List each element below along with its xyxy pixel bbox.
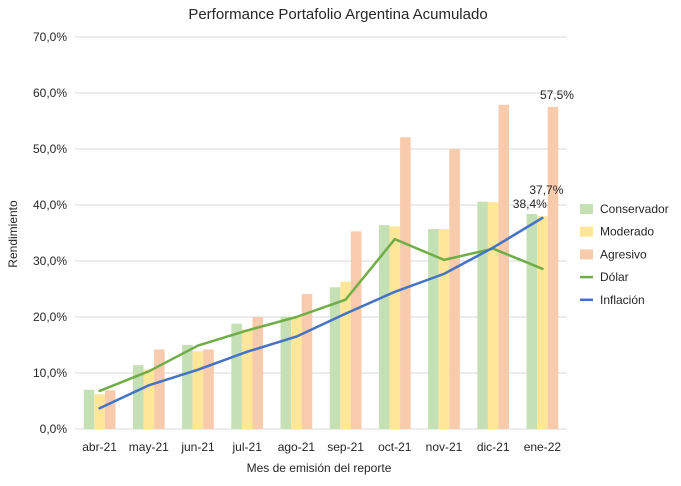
bar-moderado: [291, 317, 302, 429]
data-label: 38,4%: [513, 197, 547, 211]
bars: [83, 104, 559, 430]
line-inflacion: [98, 216, 544, 410]
x-tick-label: nov-21: [426, 440, 463, 454]
y-tick-label: 10,0%: [33, 366, 67, 380]
bar-agresivo: [449, 149, 460, 429]
bar-conservador: [231, 323, 242, 429]
y-tick-label: 60,0%: [33, 86, 67, 100]
y-tick-label: 30,0%: [33, 254, 67, 268]
bar-agresivo: [252, 317, 264, 429]
bar-agresivo: [547, 107, 559, 429]
bar-conservador: [280, 316, 292, 429]
lines: [98, 216, 544, 410]
x-tick-label: may-21: [129, 440, 169, 454]
line-dolar: [98, 237, 544, 393]
bar-moderado: [143, 369, 155, 429]
data-label: 37,7%: [529, 183, 563, 197]
bar-agresivo: [203, 349, 214, 429]
legend-swatch-agresivo: [580, 249, 593, 260]
bar-agresivo: [350, 231, 362, 429]
legend-label: Conservador: [600, 202, 669, 216]
bar-conservador: [182, 345, 193, 429]
chart-title: Performance Portafolio Argentina Acumula…: [188, 6, 487, 23]
x-tick-label: oct-21: [378, 440, 412, 454]
legend-swatch-moderado: [580, 226, 593, 237]
bar-moderado: [241, 329, 253, 429]
x-tick-label: abr-21: [82, 440, 117, 454]
bar-moderado: [438, 229, 450, 429]
bar-moderado: [487, 202, 499, 429]
data-label: 57,5%: [540, 88, 574, 102]
y-tick-label: 20,0%: [33, 310, 67, 324]
x-tick-label: sep-21: [327, 440, 364, 454]
bar-moderado: [94, 394, 105, 429]
x-axis-ticks: abr-21 may-21 jun-21 jul-21 ago-21 sep-21 oct-…: [82, 440, 561, 454]
bar-conservador: [132, 365, 144, 429]
bar-agresivo: [301, 294, 313, 429]
y-tick-label: 0,0%: [40, 422, 68, 436]
legend-label: Moderado: [600, 225, 654, 239]
bar-agresivo: [104, 390, 116, 429]
bar-agresivo: [498, 104, 510, 429]
bar-moderado: [192, 351, 204, 429]
bar-conservador: [329, 287, 341, 429]
y-axis-label: Rendimiento: [6, 200, 20, 268]
y-axis-ticks: 0,0% 10,0% 20,0% 30,0% 40,0% 50,0% 60,0% 70,0%: [33, 30, 67, 436]
y-tick-label: 50,0%: [33, 142, 67, 156]
x-tick-label: ene-22: [524, 440, 562, 454]
legend-label: Dólar: [600, 270, 629, 284]
bar-conservador: [526, 213, 538, 429]
bar-agresivo: [400, 137, 411, 430]
bar-moderado: [340, 281, 351, 429]
y-tick-label: 40,0%: [33, 198, 67, 212]
bar-conservador: [477, 201, 488, 429]
legend-label: Agresivo: [600, 247, 647, 261]
bar-moderado: [389, 226, 401, 429]
bar-conservador: [83, 389, 95, 429]
bar-moderado: [537, 216, 548, 429]
legend: Conservador Moderado Agresivo Dólar Inflació…: [580, 202, 669, 307]
x-tick-label: ago-21: [278, 440, 316, 454]
bar-agresivo: [154, 349, 165, 429]
x-tick-label: jun-21: [180, 440, 215, 454]
y-tick-label: 70,0%: [33, 30, 67, 44]
data-labels: 57,5% 38,4%37,7%: [513, 88, 575, 211]
x-axis-label: Mes de emisión del reporte: [247, 461, 392, 475]
x-tick-label: dic-21: [477, 440, 510, 454]
legend-label: Inflación: [600, 293, 645, 307]
x-tick-label: jul-21: [232, 440, 263, 454]
legend-swatch-conservador: [580, 204, 593, 214]
bar-conservador: [378, 225, 390, 429]
bar-conservador: [428, 229, 439, 429]
